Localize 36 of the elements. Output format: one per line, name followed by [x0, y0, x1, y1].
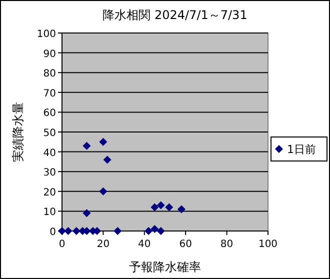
point	[114, 227, 122, 235]
y-tick-label: 90	[43, 48, 56, 60]
x-tick-label: 0	[58, 239, 66, 250]
point	[64, 227, 72, 235]
point	[144, 227, 153, 235]
y-tick-label: 10	[43, 207, 56, 218]
point	[99, 187, 108, 196]
y-tick-label: 70	[43, 88, 56, 100]
point	[82, 142, 91, 150]
y-tick-label: 100	[36, 29, 56, 40]
point	[82, 209, 91, 218]
point	[99, 138, 108, 146]
y-tick-label: 60	[43, 108, 56, 120]
x-tick-label: 100	[258, 239, 278, 250]
chart-title: 降水相関 2024/7/1～7/31	[102, 8, 248, 22]
y-tick-label: 40	[43, 148, 56, 159]
y-tick-label: 20	[43, 187, 56, 198]
point	[150, 225, 159, 234]
y-tick-label: 0	[50, 227, 56, 238]
y-axis-title: 実績降水量	[11, 102, 25, 162]
point	[150, 203, 159, 212]
point	[103, 156, 112, 164]
y-tick-label: 30	[43, 168, 56, 179]
point	[156, 201, 165, 210]
x-axis-title: 予報降水確率	[129, 260, 201, 274]
x-tick-label: 60	[179, 239, 192, 250]
point	[177, 205, 186, 214]
point	[156, 227, 165, 235]
legend-label: 1日前	[287, 143, 316, 156]
point	[165, 203, 174, 212]
x-tick-label: 40	[138, 239, 151, 250]
y-tick-label: 80	[43, 68, 56, 80]
x-tick-label: 20	[96, 239, 110, 250]
y-tick-label: 50	[43, 128, 56, 139]
point	[72, 227, 80, 235]
x-tick-label: 80	[220, 239, 234, 250]
